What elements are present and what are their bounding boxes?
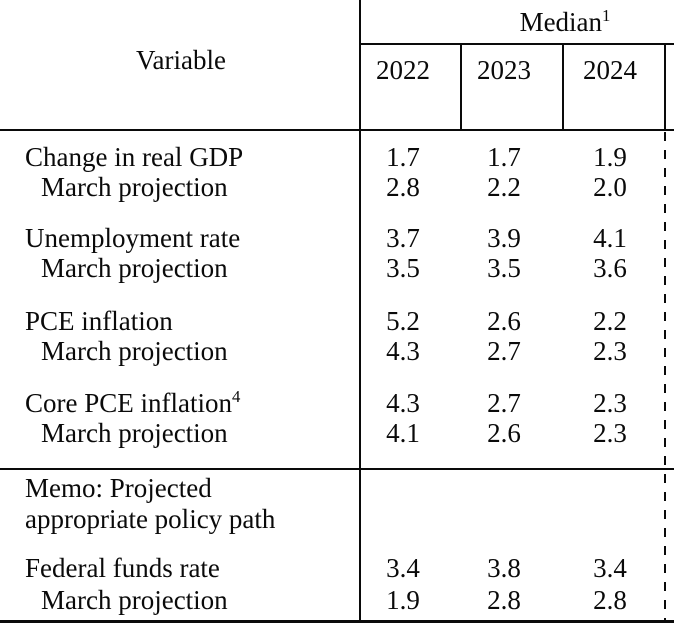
table-row-fed-funds-march: March projection 1.9 2.8 2.8: [0, 585, 674, 616]
row-label: March projection: [41, 585, 228, 615]
row-label: Change in real GDP: [25, 142, 244, 172]
table-row-pce: PCE inflation 5.2 2.6 2.2: [0, 306, 674, 337]
cell-2023: 2.6: [487, 418, 521, 448]
cell-2022: 3.7: [386, 223, 420, 253]
table-row-unemployment: Unemployment rate 3.7 3.9 4.1: [0, 223, 674, 254]
cell-2022: 5.2: [386, 306, 420, 336]
row-label: Unemployment rate: [25, 223, 241, 253]
cell-2022: 4.1: [386, 418, 420, 448]
cell-2023: 2.2: [487, 172, 521, 202]
cell-2024: 3.4: [593, 553, 627, 583]
cell-2023: 2.8: [487, 585, 521, 615]
year-header-row: 2022 2023 2024: [0, 55, 674, 85]
cell-2024: 2.3: [593, 388, 627, 418]
cell-2024: 3.6: [593, 253, 627, 283]
header-body-rule: [0, 129, 674, 132]
table-bottom-rule: [0, 620, 674, 623]
cell-2024: 2.8: [593, 585, 627, 615]
year-header-2023: 2023: [477, 55, 531, 85]
median-footnote-superscript: 1: [602, 6, 611, 25]
cell-2024: 2.0: [593, 172, 627, 202]
row-label: March projection: [41, 336, 228, 366]
memo-text: appropriate policy path: [25, 504, 276, 534]
cell-2022: 3.5: [386, 253, 420, 283]
table-row-fed-funds: Federal funds rate 3.4 3.8 3.4: [0, 553, 674, 584]
cell-2023: 3.8: [487, 553, 521, 583]
cell-2023: 2.7: [487, 388, 521, 418]
year-2023-2024-divider-line: [562, 44, 564, 130]
cell-2024: 2.3: [593, 336, 627, 366]
cell-2024: 2.3: [593, 418, 627, 448]
row-label: Federal funds rate: [25, 553, 220, 583]
cell-2023: 2.7: [487, 336, 521, 366]
variable-column-header: Variable: [136, 45, 226, 75]
table-row-core-pce: Core PCE inflation4 4.3 2.7 2.3: [0, 388, 674, 419]
year-2022-2023-divider-line: [460, 44, 462, 130]
cell-2022: 3.4: [386, 553, 420, 583]
row-label: March projection: [41, 172, 228, 202]
core-pce-footnote-superscript: 4: [231, 387, 241, 406]
memo-text: Memo: Projected: [25, 473, 212, 503]
cell-2024: 4.1: [593, 223, 627, 253]
cell-2022: 4.3: [386, 336, 420, 366]
cell-2023: 3.9: [487, 223, 521, 253]
median-header: Median1: [409, 7, 674, 38]
variable-column-divider-line: [359, 0, 361, 622]
cell-2024: 1.9: [593, 142, 627, 172]
row-label: March projection: [41, 418, 228, 448]
memo-line-1: Memo: Projected: [0, 473, 674, 504]
right-crop-dashed-line: [664, 132, 666, 620]
row-label: March projection: [41, 253, 228, 283]
year-header-2024: 2024: [583, 55, 637, 85]
median-header-text: Median: [519, 7, 603, 37]
table-row-gdp-march: March projection 2.8 2.2 2.0: [0, 172, 674, 203]
year-2024-right-divider-line: [664, 44, 666, 130]
cell-2024: 2.2: [593, 306, 627, 336]
cell-2023: 1.7: [487, 142, 521, 172]
table-row-unemployment-march: March projection 3.5 3.5 3.6: [0, 253, 674, 284]
cell-2022: 4.3: [386, 388, 420, 418]
table-row-pce-march: March projection 4.3 2.7 2.3: [0, 336, 674, 367]
cell-2023: 3.5: [487, 253, 521, 283]
memo-line-2: appropriate policy path: [0, 504, 674, 535]
median-header-underline: [359, 43, 674, 45]
row-label: PCE inflation: [25, 306, 173, 336]
year-header-2022: 2022: [376, 55, 430, 85]
cell-2022: 1.9: [386, 585, 420, 615]
cell-2022: 2.8: [386, 172, 420, 202]
table-row-gdp: Change in real GDP 1.7 1.7 1.9: [0, 142, 674, 173]
table-row-core-pce-march: March projection 4.1 2.6 2.3: [0, 418, 674, 449]
cell-2023: 2.6: [487, 306, 521, 336]
cell-2022: 1.7: [386, 142, 420, 172]
row-label: Core PCE inflation4: [25, 387, 241, 418]
memo-section-rule: [0, 468, 674, 470]
